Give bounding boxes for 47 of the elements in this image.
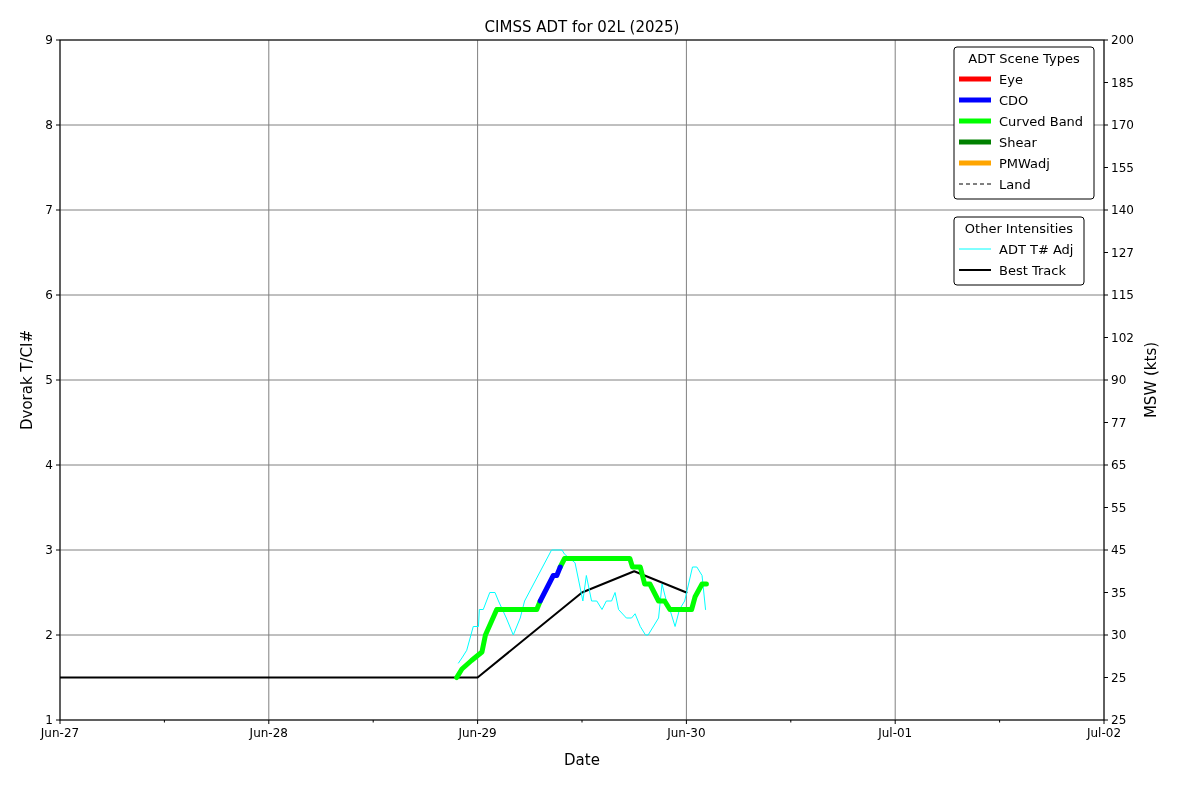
x-tick-label: Jun-28 [248, 726, 288, 740]
y-tick-label: 4 [45, 458, 53, 472]
category-label: 45 [1111, 543, 1127, 557]
legend-label: CDO [999, 93, 1029, 108]
category-label: 155 [1111, 160, 1134, 175]
chart-title: CIMSS ADT for 02L (2025) [484, 18, 680, 36]
legend-title: ADT Scene Types [968, 51, 1080, 66]
category-label: 65 [1111, 458, 1127, 472]
category-label: 185 [1111, 75, 1134, 90]
y-tick-label: 3 [45, 543, 53, 557]
legend-label: Shear [999, 135, 1038, 150]
category-label: 127 [1111, 245, 1134, 260]
category-label: 30 [1111, 628, 1127, 642]
category-label: 170 [1111, 118, 1134, 132]
x-tick-label: Jun-30 [666, 726, 706, 740]
category-label: 140 [1111, 203, 1134, 217]
legend-label: Curved Band [999, 114, 1084, 129]
category-label: 25 [1111, 670, 1127, 685]
y2-axis-title: MSW (kts) [1142, 341, 1160, 419]
category-label: 35 [1111, 585, 1127, 600]
category-label: 200 [1111, 33, 1134, 47]
y-tick-label: 9 [45, 33, 53, 47]
category-label: 90 [1111, 373, 1127, 387]
category-label: 77 [1111, 415, 1127, 430]
legend-label: Best Track [999, 263, 1067, 278]
x-tick-label: Jul-02 [1085, 726, 1122, 740]
x-tick-label: Jul-01 [877, 726, 913, 740]
x-axis-title: Date [564, 751, 600, 769]
legend-label: ADT T# Adj [999, 242, 1074, 257]
y-tick-label: 2 [45, 628, 53, 642]
legend-label: Eye [999, 72, 1023, 87]
y-tick-label: 5 [45, 373, 53, 387]
x-tick-label: Jun-27 [39, 726, 80, 740]
category-label: 55 [1111, 500, 1127, 515]
y-axis-title: Dvorak T/CI# [18, 329, 36, 431]
legend-label: PMWadj [999, 156, 1050, 171]
line-series [457, 549, 707, 664]
y-tick-label: 1 [45, 713, 53, 727]
annotation: Other Intensities [964, 221, 1074, 236]
legend-label: Land [999, 177, 1031, 192]
category-label: 102 [1111, 330, 1134, 345]
y-tick-label: 7 [45, 203, 53, 217]
x-tick-label: Jun-29 [457, 726, 497, 740]
y-tick-label: 8 [45, 118, 53, 132]
category-label: 115 [1111, 288, 1134, 302]
y-tick-label: 6 [45, 288, 53, 302]
category-label: 25 [1111, 713, 1127, 727]
